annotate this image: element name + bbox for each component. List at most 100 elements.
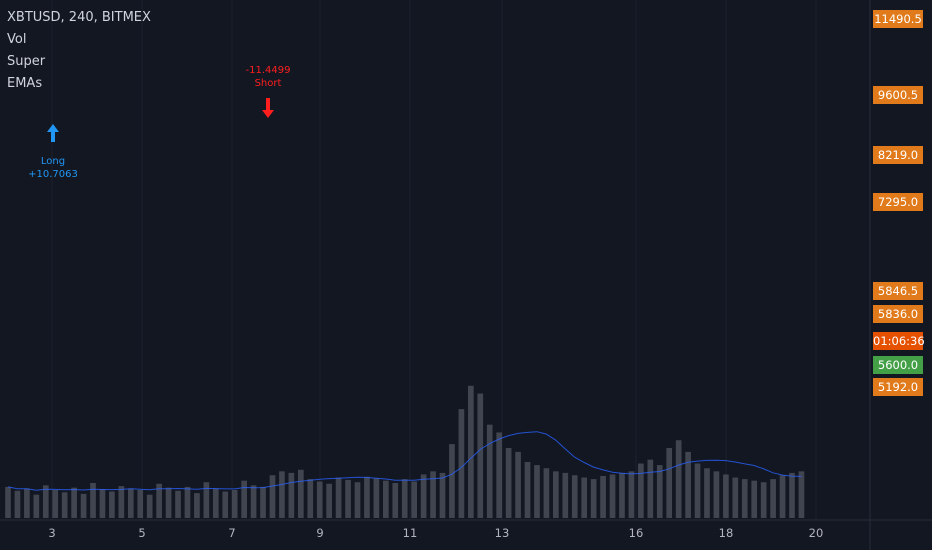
x-axis-tick: 18: [718, 526, 734, 540]
price-tag: 5600.0: [873, 356, 923, 374]
volume-bar: [61, 492, 68, 518]
x-axis-tick: 3: [48, 526, 56, 540]
x-axis-tick: 20: [808, 526, 824, 540]
volume-bar: [175, 490, 181, 518]
volume-bar: [156, 483, 162, 518]
indicator-vol-label[interactable]: Vol: [7, 32, 27, 47]
symbol-title[interactable]: XBTUSD, 240, BITMEX: [7, 10, 151, 25]
volume-bar: [789, 472, 795, 518]
volume-bar: [194, 493, 200, 518]
volume-bar: [316, 481, 323, 518]
volume-bar: [307, 479, 314, 518]
x-axis-tick: 13: [494, 526, 510, 540]
volume-bar: [373, 478, 380, 518]
short-signal-label: -11.4499 Short: [246, 64, 291, 90]
volume-bar: [590, 479, 597, 518]
volume-bar: [203, 482, 210, 518]
volume-bar: [137, 490, 144, 518]
long-signal-value: +10.7063: [28, 169, 78, 180]
price-tag: 5192.0: [873, 378, 923, 396]
volume-bar: [486, 424, 493, 518]
volume-bar: [741, 479, 748, 518]
volume-bar: [571, 475, 578, 518]
price-tag: 5836.0: [873, 305, 923, 323]
volume-bar: [647, 459, 654, 518]
short-signal-value: -11.4499: [245, 65, 291, 76]
volume-bar: [411, 481, 418, 518]
volume-bar: [430, 471, 436, 518]
volume-bar: [581, 477, 588, 518]
volume-bar: [449, 444, 455, 518]
volume-bar: [222, 491, 229, 518]
price-tag: 01:06:36: [873, 332, 925, 350]
short-arrow-icon: [262, 98, 274, 118]
volume-bar: [675, 440, 682, 518]
volume-bar: [468, 385, 474, 518]
volume-bar: [600, 476, 606, 518]
volume-bar: [779, 475, 786, 518]
short-signal-text: Short: [254, 78, 282, 89]
long-signal-label: Long +10.7063: [28, 155, 78, 181]
volume-bar: [24, 488, 30, 518]
volume-bar: [80, 493, 87, 518]
volume-bar: [760, 482, 767, 518]
volume-bar: [534, 465, 540, 518]
volume-bar: [364, 476, 370, 518]
signal-markers: [47, 98, 274, 142]
price-tag: 9600.5: [873, 86, 923, 104]
volume-bar: [496, 432, 503, 518]
volume-bar: [798, 471, 805, 518]
indicator-super-label[interactable]: Super: [7, 54, 46, 69]
volume-bar: [335, 477, 342, 518]
volume-bar: [212, 488, 219, 518]
x-axis-tick: 9: [316, 526, 324, 540]
x-axis-tick: 16: [628, 526, 644, 540]
volume-bar: [118, 486, 125, 518]
volume-bar: [477, 393, 484, 518]
volume-bar: [297, 469, 304, 518]
volume-bar: [685, 451, 691, 518]
long-signal-text: Long: [40, 156, 66, 167]
volume-bar: [723, 474, 729, 518]
volume-bar: [751, 480, 758, 518]
volume-bar: [770, 479, 776, 518]
volume-bar: [99, 489, 106, 518]
volume-bar: [5, 486, 11, 518]
volume-bar: [562, 472, 569, 518]
volume-bar: [704, 468, 710, 518]
volume-bar: [515, 451, 521, 518]
volume-bar: [619, 472, 625, 518]
volume-bar: [241, 480, 247, 518]
long-arrow-icon: [47, 124, 59, 142]
price-tag: 5846.5: [873, 282, 923, 300]
volume-bar: [524, 462, 531, 518]
indicator-emas-label[interactable]: EMAs: [7, 76, 43, 91]
volume-bar: [694, 463, 701, 518]
volume-bar: [505, 448, 512, 518]
volume-bar: [656, 465, 663, 518]
price-tag: 7295.0: [873, 193, 923, 211]
volume-bar: [439, 472, 446, 518]
volume-bar: [146, 494, 153, 518]
chart-legend: XBTUSD, 240, BITMEX Vol Super EMAs: [7, 7, 151, 95]
volume-bar: [543, 468, 550, 518]
volume-bar: [288, 472, 295, 518]
volume-bar: [401, 479, 408, 518]
volume-bar: [638, 463, 644, 518]
volume-bar: [250, 485, 257, 518]
volume-bar: [326, 483, 332, 518]
volume-bar: [392, 483, 399, 518]
volume-bar: [127, 488, 134, 518]
volume-bar: [260, 486, 266, 518]
price-tag: 11490.5: [873, 10, 923, 28]
volume-bar: [732, 477, 739, 518]
volume-bar: [231, 490, 238, 518]
volume-bar: [666, 448, 673, 518]
volume-bar: [184, 486, 191, 518]
volume-bar: [33, 494, 40, 518]
volume-bar: [14, 490, 21, 518]
x-axis-tick: 5: [138, 526, 146, 540]
volume-bars: [5, 385, 805, 518]
